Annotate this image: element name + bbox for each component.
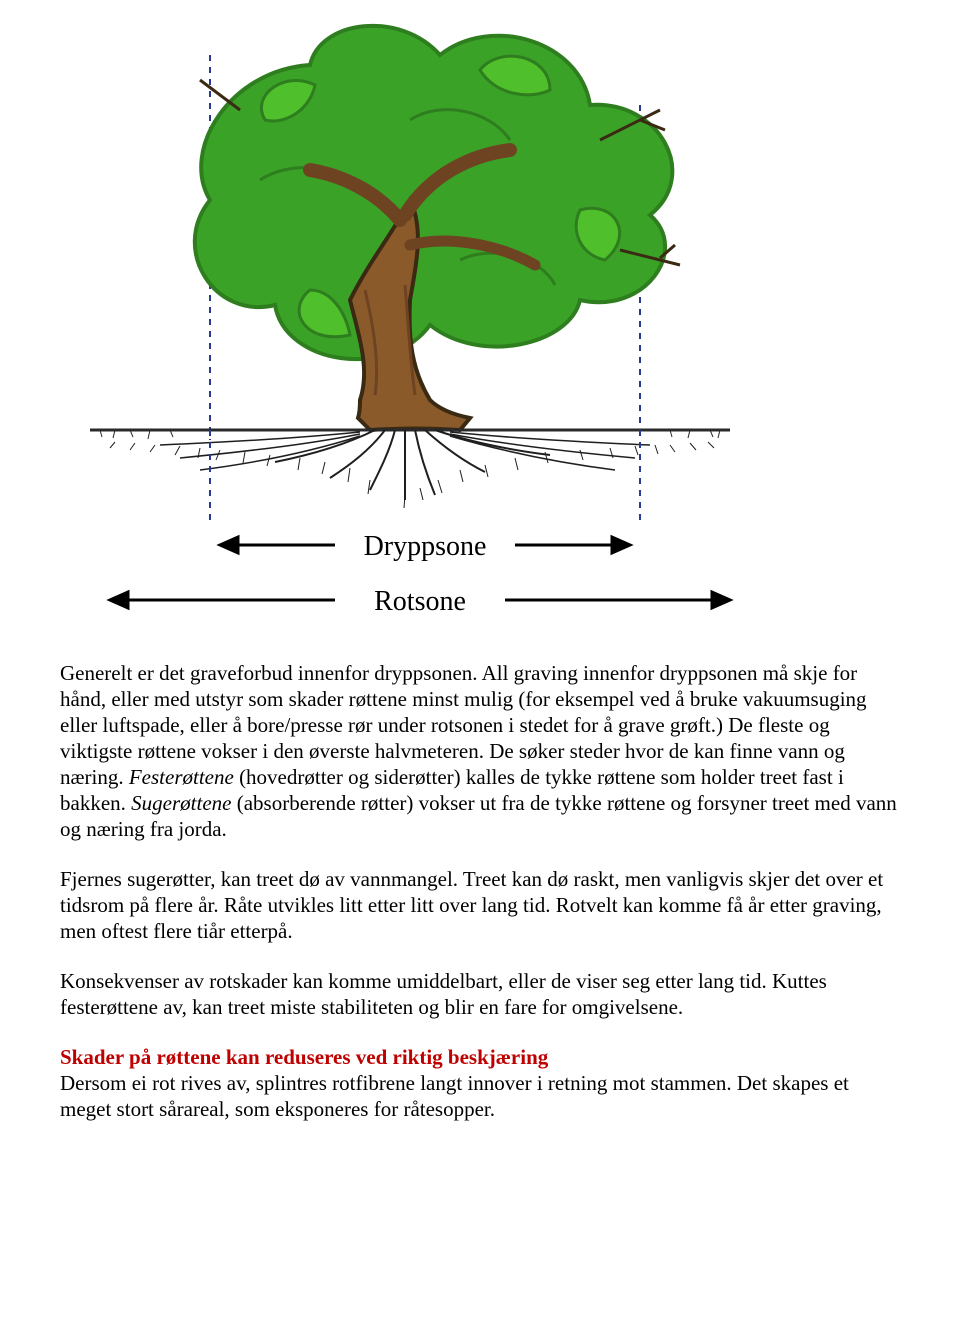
rotsone-label: Rotsone xyxy=(374,586,466,617)
p1-text-b: Festerøttene xyxy=(129,765,234,789)
p4-heading: Skader på røttene kan reduseres ved rikt… xyxy=(60,1045,548,1069)
dryppsone-label: Dryppsone xyxy=(364,531,487,562)
paragraph-1: Generelt er det graveforbud innenfor dry… xyxy=(60,660,900,842)
p1-text-d: Sugerøttene xyxy=(131,791,231,815)
paragraph-2: Fjernes sugerøtter, kan treet dø av vann… xyxy=(60,866,900,944)
paragraph-4: Skader på røttene kan reduseres ved rikt… xyxy=(60,1044,900,1122)
p4-body: Dersom ei rot rives av, splintres rotfib… xyxy=(60,1071,849,1121)
tree-diagram: Dryppsone Rotsone xyxy=(60,0,760,640)
document-page: Dryppsone Rotsone Generelt er det gravef… xyxy=(0,0,960,1186)
paragraph-3: Konsekvenser av rotskader kan komme umid… xyxy=(60,968,900,1020)
